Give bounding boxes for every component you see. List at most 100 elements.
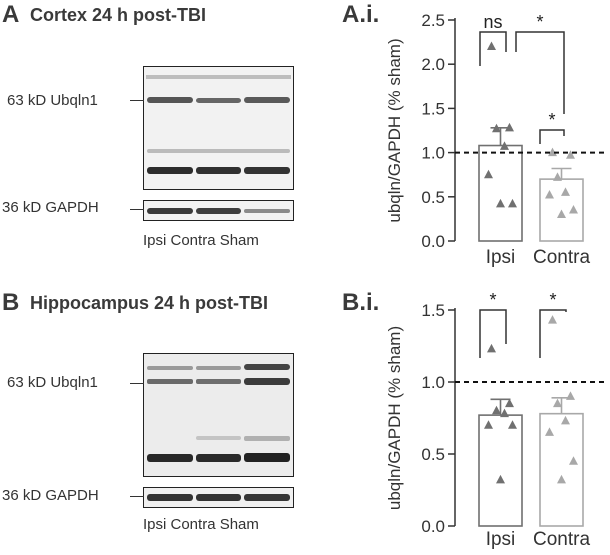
panel-b-ubqln1-tick xyxy=(130,383,144,384)
blot-band-faint-mid xyxy=(196,436,241,440)
blot-band-contra-lower xyxy=(196,167,241,174)
panel-label: A.i. xyxy=(342,1,379,28)
blot-band-sham-gapdh xyxy=(244,209,290,213)
y-tick-label: 1.5 xyxy=(421,301,445,320)
y-tick-label: 0.5 xyxy=(421,188,445,207)
blot-band-contra-upper xyxy=(196,366,241,370)
y-tick-label: 0.0 xyxy=(421,232,445,251)
panel-a-gapdh-blot xyxy=(143,200,294,221)
panel-label: B.i. xyxy=(342,289,379,316)
data-point xyxy=(508,420,517,429)
significance-bracket xyxy=(515,31,565,114)
blot-band-ipsi-gapdh xyxy=(147,494,193,501)
significance-bracket xyxy=(479,309,507,358)
y-axis-label: ubqln/GAPDH (% sham) xyxy=(385,326,404,510)
blot-band-ipsi-ubqln1 xyxy=(147,97,193,103)
panel-b-gapdh-bands xyxy=(144,488,293,507)
significance-bracket xyxy=(539,309,567,358)
significance-label: * xyxy=(548,110,555,130)
data-point xyxy=(569,205,578,214)
panel-b-gapdh-tick xyxy=(130,496,144,497)
panel-b-ubqln1-blot xyxy=(143,353,294,477)
chart-bi: B.i. ubqln/GAPDH (% sham) 0.0 0.5 1.0 1.5 Ipsi… xyxy=(342,289,606,550)
panel-a-ubqln1-blot xyxy=(143,66,294,190)
data-point xyxy=(496,474,505,484)
y-tick-label: 1.5 xyxy=(421,99,445,118)
blot-band-faint-mid-sham xyxy=(244,436,290,441)
data-point xyxy=(566,391,575,400)
blot-band-sham-gapdh xyxy=(244,494,290,501)
blot-band-sham-ubqln1 xyxy=(244,97,290,103)
panel-a-title: Cortex 24 h post-TBI xyxy=(30,5,207,25)
panel-a-gapdh-tick xyxy=(130,209,144,210)
panel-b-ubqln1-label: 63 kD Ubqln1 xyxy=(7,374,98,391)
data-point xyxy=(545,427,554,436)
panel-a-ubqln1-tick xyxy=(130,100,144,101)
y-axis-label: ubqln/GAPDH (% sham) xyxy=(385,38,404,222)
blot-band-contra-ubqln1 xyxy=(196,379,241,384)
y-tick-label: 0.5 xyxy=(421,445,445,464)
data-point xyxy=(484,169,493,179)
significance-bracket xyxy=(539,129,565,144)
data-point xyxy=(508,198,517,208)
data-point xyxy=(492,123,501,133)
panel-b-lane-labels: Ipsi Contra Sham xyxy=(143,516,259,533)
bar-ipsi xyxy=(478,144,523,242)
panel-a-letter: A xyxy=(2,1,20,28)
blot-band-faint-low xyxy=(147,149,290,153)
blot-band-ipsi-gapdh xyxy=(147,208,193,214)
data-point xyxy=(569,456,578,465)
y-tick-label: 1.0 xyxy=(421,373,445,392)
data-point xyxy=(505,122,514,132)
blot-band-ipsi-upper xyxy=(147,366,193,370)
data-point xyxy=(505,398,514,408)
blot-band-sham-upper xyxy=(244,364,290,370)
significance-label: * xyxy=(549,290,556,310)
panel-b-ubqln1-bands xyxy=(144,354,293,476)
x-tick-label: Contra xyxy=(533,247,590,268)
blot-band-contra-gapdh xyxy=(196,494,241,501)
y-tick-label: 1.0 xyxy=(421,144,445,163)
panel-b-title: Hippocampus 24 h post-TBI xyxy=(30,293,269,313)
significance-label: ns xyxy=(483,12,502,32)
y-tick-label: 0.0 xyxy=(421,517,445,536)
data-point xyxy=(545,190,554,199)
data-point xyxy=(566,150,575,159)
panel-a-gapdh-label: 36 kD GAPDH xyxy=(2,199,99,216)
blot-band-sham-lower xyxy=(244,167,290,174)
data-point xyxy=(548,315,557,324)
data-point xyxy=(500,141,509,150)
y-tick-label: 2.0 xyxy=(421,55,445,74)
panel-b-gapdh-label: 36 kD GAPDH xyxy=(2,487,99,504)
data-point xyxy=(561,415,570,425)
x-tick-label: Contra xyxy=(533,529,590,550)
data-point xyxy=(557,209,566,218)
panel-a-ubqln1-label: 63 kD Ubqln1 xyxy=(7,92,98,109)
x-tick-label: Ipsi xyxy=(486,529,516,550)
data-point xyxy=(487,41,496,51)
data-point xyxy=(487,343,496,353)
data-point xyxy=(561,187,570,196)
data-point xyxy=(553,172,562,181)
panel-a-lane-labels: Ipsi Contra Sham xyxy=(143,232,259,249)
data-point xyxy=(548,147,557,157)
bar-contra xyxy=(539,412,584,527)
significance-bracket xyxy=(479,31,507,66)
panel-a-ubqln1-bands xyxy=(144,67,293,189)
x-tick-label: Ipsi xyxy=(486,247,516,268)
blot-band-sham-ubqln1 xyxy=(244,378,290,385)
data-point xyxy=(496,198,505,208)
blot-band-ipsi-lower xyxy=(147,167,193,174)
chart-ai: A.i. ubqln/GAPDH (% sham) 0.0 0.5 1.0 1.5 2.0 2… xyxy=(342,1,606,268)
y-tick-label: 2.5 xyxy=(421,11,445,30)
blot-band-ipsi-lower xyxy=(147,454,193,462)
data-point xyxy=(500,408,509,418)
data-point xyxy=(484,420,493,429)
blot-band-ipsi-ubqln1 xyxy=(147,379,193,384)
blot-band-contra-gapdh xyxy=(196,208,241,214)
data-point xyxy=(557,474,566,484)
significance-label: * xyxy=(536,12,543,32)
data-point xyxy=(492,405,501,415)
blot-band-sham-lower xyxy=(244,453,290,462)
blot-band-faint xyxy=(146,75,291,79)
